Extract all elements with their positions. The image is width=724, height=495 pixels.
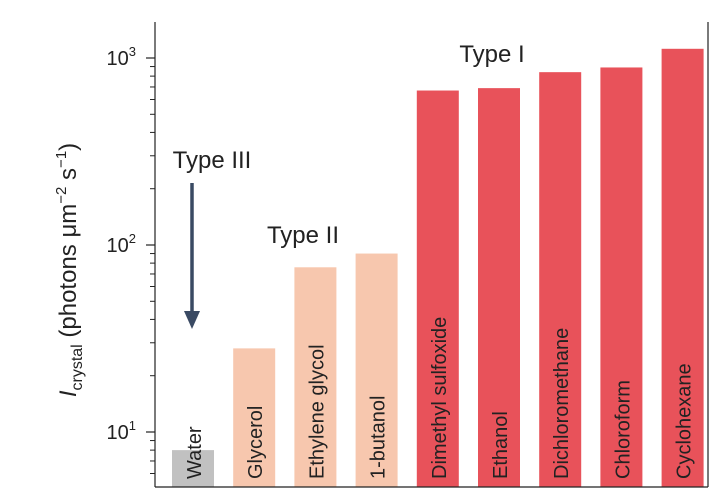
y-tick-label: 103 (107, 44, 136, 70)
bar-label-ethylene-glycol: Ethylene glycol (306, 344, 328, 479)
y-tick-label: 102 (107, 231, 136, 257)
bar-dimethyl-sulfoxide (416, 90, 459, 487)
axes: 101 102 103 (107, 22, 709, 488)
bar-water (172, 450, 214, 487)
type-annotations: Type I Type II Type III (173, 41, 525, 329)
type-i-label: Type I (459, 41, 524, 68)
bar-1-butanol (355, 253, 398, 487)
bar-label-water: Water (184, 426, 206, 479)
bar-label-chloroform: Chloroform (612, 380, 634, 479)
bar-label-ethanol: Ethanol (490, 411, 512, 479)
bar-label-1-butanol: 1-butanol (368, 396, 390, 479)
bar-label-glycerol: Glycerol (245, 406, 267, 479)
bar-label-dichloromethane: Dichloromethane (551, 328, 573, 479)
bar-dichloromethane (539, 72, 582, 487)
bar-label-cyclohexane: Cyclohexane (674, 363, 696, 479)
bar-glycerol (233, 348, 276, 487)
plot-area: Water Glycerol Ethylene glycol 1-butanol Dim… (172, 48, 704, 488)
y-axis-label: Icrystal (photons μm−2 s−1) (53, 143, 86, 397)
bar-ethylene-glycol (294, 267, 337, 487)
bar-cyclohexane (661, 48, 704, 487)
type-iii-label: Type III (173, 147, 252, 174)
bar-chloroform (600, 67, 643, 488)
type-ii-label: Type II (267, 222, 339, 249)
type-iii-arrow-head (184, 311, 200, 329)
bar-label-dimethyl-sulfoxide: Dimethyl sulfoxide (429, 317, 451, 479)
bar-ethanol (478, 88, 520, 487)
y-tick-label: 101 (107, 418, 136, 444)
